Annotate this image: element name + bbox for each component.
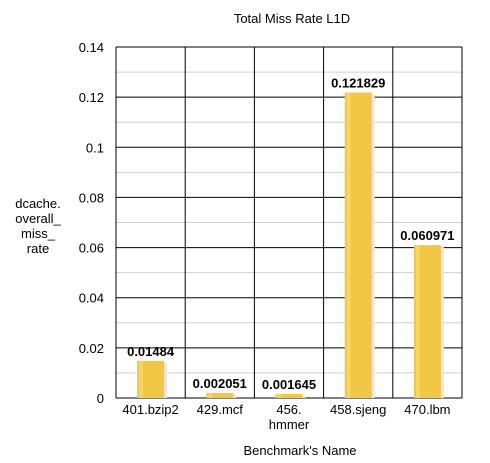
bar-highlight [415,245,420,398]
bar [206,392,234,398]
y-tick-label: 0.02 [79,341,104,356]
bars [137,92,444,399]
gridlines [115,46,463,399]
data-label: 0.002051 [193,376,247,391]
data-label: 0.001645 [262,377,316,392]
y-tick-label: 0.1 [86,140,104,155]
data-label: 0.01484 [127,344,175,359]
data-label: 0.060971 [400,228,454,243]
data-labels: 0.01484 0.002051 0.001645 0.121829 0.060971 [127,76,454,392]
x-tick-label: 401.bzip2 [122,402,178,417]
y-tick-label: 0.14 [79,40,104,55]
bar-highlight [277,393,282,398]
x-tick-label: 429.mcf [197,402,244,417]
y-axis-ticks: 0 0.02 0.04 0.06 0.08 0.1 0.12 0.14 [79,40,104,406]
bar-highlight [139,360,144,398]
y-tick-label: 0.04 [79,291,104,306]
x-tick-label: 456. hmmer [269,402,310,432]
chart-title: Total Miss Rate L1D [234,11,350,26]
y-tick-label: 0 [97,391,104,406]
x-axis-ticks: 401.bzip2 429.mcf 456. hmmer 458.sjeng 470.lb… [122,402,450,432]
data-label: 0.121829 [331,76,385,91]
y-tick-label: 0.12 [79,90,104,105]
y-tick-label: 0.08 [79,190,104,205]
x-tick-label: 470.lbm [404,402,450,417]
bar-highlight [346,92,351,399]
x-tick-label: 458.sjeng [330,402,386,417]
y-axis-label: dcache. overall_ miss_ rate [15,196,61,256]
bar [275,393,303,398]
x-axis-label: Benchmark's Name [243,443,356,458]
bar-highlight [208,392,213,398]
y-tick-label: 0.06 [79,241,104,256]
